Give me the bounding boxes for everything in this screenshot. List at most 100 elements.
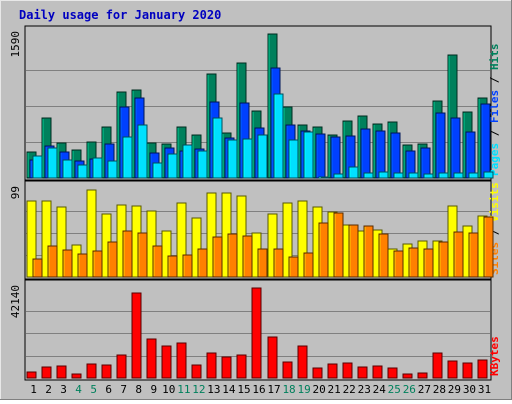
bar-sites-day-4	[77, 253, 88, 278]
x-tick-day-6: 6	[105, 383, 112, 396]
bar-kbytes-day-10	[161, 345, 172, 379]
x-tick-day-1: 1	[30, 383, 37, 396]
bar-sites-day-13	[212, 236, 223, 278]
bar-kbytes-day-19	[297, 345, 308, 379]
bar-sites-day-18	[288, 256, 299, 278]
bar-sites-day-3	[62, 249, 73, 278]
x-tick-day-14: 14	[222, 383, 236, 396]
bar-kbytes-day-28	[432, 352, 443, 379]
x-tick-day-13: 13	[207, 383, 220, 396]
bar-kbytes-day-6	[101, 364, 112, 379]
bar-kbytes-day-24	[372, 365, 383, 379]
bar-pages-day-16	[257, 134, 268, 179]
bar-sites-day-5	[92, 250, 103, 278]
bar-pages-day-9	[152, 162, 163, 179]
bar-sites-day-16	[257, 248, 268, 278]
bar-visits-day-3	[56, 206, 67, 278]
x-tick-day-23: 23	[358, 383, 371, 396]
bar-visits-day-12	[191, 217, 202, 278]
bar-visits-day-18	[282, 202, 293, 278]
bar-visits-day-19	[297, 200, 308, 278]
panel-legend: KBytes	[488, 336, 501, 376]
bar-kbytes-day-8	[131, 292, 142, 379]
bar-kbytes-day-31	[477, 359, 488, 379]
bar-pages-day-2	[47, 147, 58, 179]
legend-entry-kbytes: KBytes	[488, 336, 501, 376]
x-tick-day-4: 4	[75, 383, 82, 396]
bar-sites-day-6	[107, 241, 118, 278]
x-tick-day-30: 30	[463, 383, 476, 396]
x-tick-day-31: 31	[478, 383, 491, 396]
bar-sites-day-23	[363, 225, 374, 278]
bar-sites-day-29	[453, 231, 464, 278]
bar-pages-day-8	[137, 124, 148, 179]
bar-pages-day-10	[167, 153, 178, 179]
bar-sites-day-26	[408, 247, 419, 278]
x-tick-day-21: 21	[328, 383, 341, 396]
x-tick-day-9: 9	[150, 383, 157, 396]
bar-visits-day-5	[86, 189, 97, 278]
bar-kbytes-day-30	[462, 362, 473, 379]
bar-sites-day-21	[333, 212, 344, 278]
x-tick-day-20: 20	[313, 383, 326, 396]
bar-pages-day-5	[92, 157, 103, 179]
bar-kbytes-day-7	[116, 354, 127, 379]
bar-kbytes-day-15	[236, 354, 247, 379]
bar-sites-day-19	[303, 252, 314, 278]
bar-pages-day-28	[438, 172, 449, 179]
bar-sites-day-9	[152, 245, 163, 278]
y-tick-label: 99	[9, 186, 22, 199]
bar-pages-day-19	[303, 131, 314, 179]
bar-pages-day-6	[107, 160, 118, 179]
bar-sites-day-2	[47, 245, 58, 278]
panel-kbytes: 42140 KBytes	[9, 279, 501, 381]
bar-sites-day-22	[348, 224, 359, 278]
x-tick-labels: 1 2 3 4 5 6 7 8 9 10 11 12 13 14 15 16 17 18 19 20 21 22 23 24 2…	[30, 383, 491, 396]
bar-kbytes-day-14	[221, 356, 232, 379]
bar-pages-day-29	[453, 172, 464, 179]
panel-pages-files-hits: 1590 Pages / Files / Hits	[9, 25, 501, 181]
bar-kbytes-day-22	[342, 362, 353, 379]
x-tick-day-26: 26	[403, 383, 416, 396]
bar-pages-day-4	[77, 164, 88, 179]
bar-pages-day-30	[468, 172, 479, 179]
bar-pages-day-22	[348, 166, 359, 179]
bar-kbytes-day-1	[26, 371, 37, 379]
bar-pages-day-3	[62, 159, 73, 179]
bar-sites-day-20	[318, 222, 329, 278]
bar-kbytes-day-23	[357, 366, 368, 379]
bar-kbytes-day-21	[327, 363, 338, 379]
bar-pages-day-26	[408, 172, 419, 179]
series-kbytes	[26, 287, 488, 379]
bar-visits-day-1	[26, 200, 37, 278]
bar-kbytes-day-25	[387, 367, 398, 379]
x-tick-day-16: 16	[252, 383, 265, 396]
bar-sites-day-12	[197, 248, 208, 278]
bar-kbytes-day-18	[282, 361, 293, 379]
bar-sites-day-17	[273, 248, 284, 278]
series-sites	[32, 212, 494, 278]
x-tick-day-22: 22	[343, 383, 356, 396]
bar-kbytes-day-12	[191, 364, 202, 379]
bar-sites-day-1	[32, 258, 43, 278]
bar-pages-day-13	[212, 117, 223, 179]
bar-kbytes-day-4	[71, 373, 82, 379]
bar-sites-day-11	[182, 254, 193, 278]
legend-separator: /	[488, 70, 501, 90]
bar-sites-day-24	[378, 233, 389, 278]
x-tick-day-3: 3	[60, 383, 67, 396]
bar-sites-day-14	[227, 233, 238, 278]
x-tick-day-10: 10	[162, 383, 175, 396]
chart-title: Daily usage for January 2020	[19, 8, 221, 22]
bar-pages-day-25	[393, 172, 404, 179]
bar-pages-day-17	[273, 93, 284, 179]
x-tick-day-15: 15	[237, 383, 250, 396]
bar-visits-day-17	[267, 213, 278, 278]
bar-kbytes-day-20	[312, 367, 323, 379]
bar-sites-day-15	[242, 235, 253, 278]
bar-pages-day-24	[378, 171, 389, 179]
bar-kbytes-day-5	[86, 363, 97, 379]
x-tick-day-7: 7	[120, 383, 127, 396]
